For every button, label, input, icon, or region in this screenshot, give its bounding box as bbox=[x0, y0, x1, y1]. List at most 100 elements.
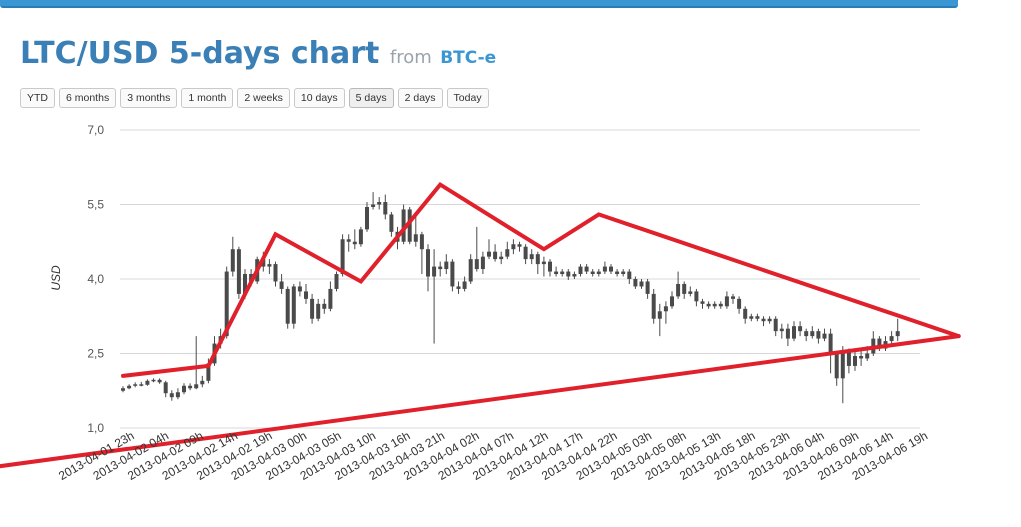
range-button-1-month[interactable]: 1 month bbox=[181, 88, 234, 108]
range-button-today[interactable]: Today bbox=[446, 88, 489, 108]
candle-body bbox=[145, 380, 150, 385]
candle-body bbox=[236, 249, 241, 294]
candle bbox=[127, 384, 132, 390]
candle bbox=[413, 214, 418, 247]
candle bbox=[346, 234, 351, 252]
candle bbox=[578, 264, 583, 277]
candle bbox=[779, 323, 784, 339]
candle-body bbox=[590, 271, 595, 275]
candle-body bbox=[737, 298, 742, 309]
candle bbox=[560, 269, 565, 277]
range-button-6-months[interactable]: 6 months bbox=[59, 88, 117, 108]
candle bbox=[285, 286, 290, 329]
candle bbox=[822, 328, 827, 342]
candle bbox=[163, 380, 168, 398]
range-button-10-days[interactable]: 10 days bbox=[293, 88, 345, 108]
candle bbox=[895, 318, 900, 342]
candle-body bbox=[627, 271, 632, 279]
candle-body bbox=[548, 261, 552, 272]
candle-body bbox=[566, 271, 571, 277]
candle bbox=[828, 328, 833, 374]
candle-body bbox=[127, 385, 132, 389]
candle-body bbox=[541, 261, 546, 265]
y-tick-label: 1,0 bbox=[87, 421, 104, 435]
candle-body bbox=[560, 271, 565, 275]
candle-body bbox=[310, 298, 315, 319]
candle-body bbox=[633, 279, 638, 287]
candle-body bbox=[157, 379, 162, 383]
candle-body bbox=[724, 296, 729, 307]
candle bbox=[529, 249, 534, 265]
candle-body bbox=[602, 266, 607, 272]
candle-body bbox=[834, 353, 839, 379]
range-button-5-days[interactable]: 5 days bbox=[348, 88, 394, 108]
candle bbox=[334, 271, 339, 292]
candle-body bbox=[877, 338, 882, 349]
candle-body bbox=[773, 318, 778, 332]
range-selector: YTD 6 months 3 months 1 month 2 weeks 10… bbox=[20, 88, 489, 108]
candle bbox=[816, 328, 821, 344]
candle bbox=[456, 281, 461, 294]
candle bbox=[279, 274, 284, 294]
trendline bbox=[121, 181, 961, 378]
candle-body bbox=[822, 333, 827, 339]
candle bbox=[663, 301, 668, 324]
candle bbox=[609, 264, 613, 275]
candle bbox=[352, 229, 357, 250]
candle bbox=[767, 316, 772, 324]
candle bbox=[468, 254, 473, 284]
candle-body bbox=[139, 384, 144, 386]
candle-body bbox=[749, 316, 754, 319]
candle-body bbox=[322, 303, 327, 309]
y-tick-label: 7,0 bbox=[87, 123, 104, 137]
candle-body bbox=[432, 266, 437, 277]
candle-body bbox=[651, 293, 656, 319]
candle bbox=[590, 269, 595, 277]
candle-body bbox=[810, 331, 815, 337]
candle-body bbox=[639, 281, 644, 287]
candle bbox=[121, 386, 125, 393]
candle-body bbox=[505, 249, 510, 257]
candle bbox=[377, 197, 382, 210]
candle bbox=[236, 246, 241, 299]
candle-body bbox=[700, 301, 705, 304]
range-button-ytd[interactable]: YTD bbox=[20, 88, 55, 108]
candle bbox=[474, 226, 479, 272]
candle-body bbox=[657, 311, 662, 319]
candle-body bbox=[279, 281, 284, 289]
candle bbox=[871, 331, 876, 356]
candle-body bbox=[243, 274, 247, 294]
candle bbox=[273, 261, 278, 287]
candle-body bbox=[450, 261, 455, 287]
candle-body bbox=[846, 351, 851, 366]
candle-body bbox=[731, 296, 735, 299]
candle-body bbox=[371, 204, 376, 207]
title-from-label: from bbox=[389, 47, 432, 68]
candle bbox=[157, 378, 162, 384]
candle-body bbox=[480, 256, 485, 270]
candle-body bbox=[401, 209, 406, 242]
candle bbox=[230, 236, 235, 277]
candle-body bbox=[755, 316, 760, 319]
candle-body bbox=[340, 239, 345, 275]
candle bbox=[706, 301, 711, 309]
candle bbox=[645, 279, 650, 299]
candle bbox=[596, 269, 601, 277]
candle bbox=[627, 269, 632, 284]
y-tick-label: 4,0 bbox=[87, 272, 104, 286]
source-link[interactable]: BTC-e bbox=[440, 48, 497, 68]
range-button-2-weeks[interactable]: 2 weeks bbox=[237, 88, 290, 108]
range-button-3-months[interactable]: 3 months bbox=[120, 88, 178, 108]
candle bbox=[743, 306, 748, 324]
candle-body bbox=[895, 331, 900, 337]
candle-body bbox=[163, 382, 168, 394]
candle bbox=[401, 204, 406, 245]
candle bbox=[761, 316, 766, 327]
candle-body bbox=[712, 303, 717, 307]
candle-body bbox=[645, 281, 650, 294]
candle-body bbox=[676, 283, 681, 297]
candle-body bbox=[230, 249, 235, 272]
range-button-2-days[interactable]: 2 days bbox=[397, 88, 443, 108]
candles bbox=[121, 192, 900, 404]
candle-body bbox=[365, 206, 369, 230]
